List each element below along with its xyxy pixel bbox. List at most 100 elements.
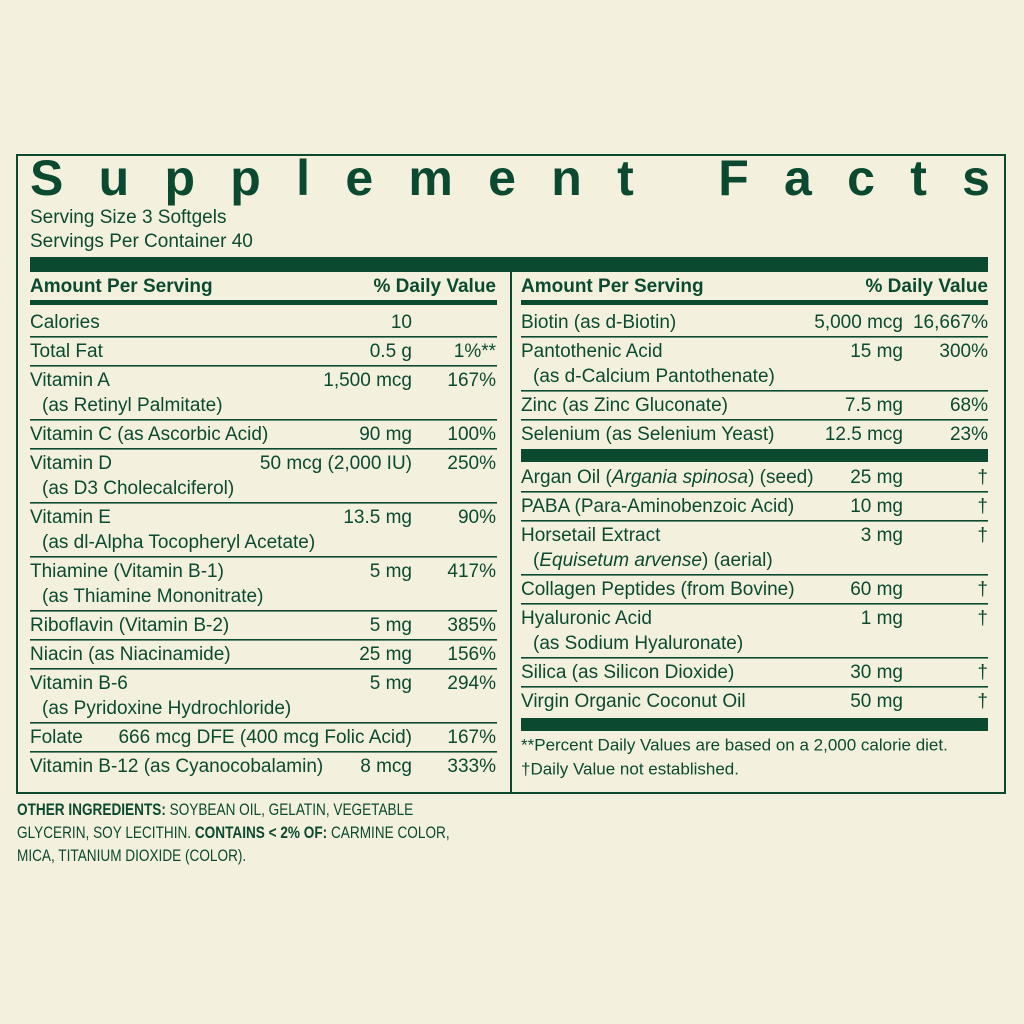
nutrient-source-part: Equisetum arvense <box>539 550 702 571</box>
amount: 5 mg <box>370 673 412 694</box>
row-rule <box>30 502 497 504</box>
amount: 50 mcg (2,000 IU) <box>260 453 412 474</box>
daily-value: 68% <box>950 395 988 416</box>
daily-value: 167% <box>447 727 496 748</box>
footnote: †Daily Value not established. <box>521 759 739 778</box>
servings-per-container: Servings Per Container 40 <box>30 231 253 252</box>
daily-value: 16,667% <box>913 312 988 333</box>
nutrient-name: Silica (as Silicon Dioxide) <box>521 662 734 683</box>
nutrient-name: Virgin Organic Coconut Oil <box>521 691 746 712</box>
amount: 10 mg <box>850 496 903 517</box>
amount: 25 mg <box>850 467 903 488</box>
row-rule <box>30 639 497 641</box>
amount: 90 mg <box>359 424 412 445</box>
row-rule <box>30 419 497 421</box>
row-rule <box>30 336 497 338</box>
amount: 30 mg <box>850 662 903 683</box>
thick-bar <box>521 449 988 462</box>
header-rule <box>521 300 988 305</box>
nutrient-name: Vitamin E <box>30 507 111 528</box>
amount: 0.5 g <box>370 341 412 362</box>
row-rule <box>30 365 497 367</box>
daily-value: 333% <box>447 756 496 777</box>
daily-value: † <box>977 608 988 629</box>
daily-value: 385% <box>447 615 496 636</box>
amount: 3 mg <box>861 525 903 546</box>
nutrient-source: (as Sodium Hyaluronate) <box>533 633 743 654</box>
nutrient-name: Total Fat <box>30 341 104 362</box>
title: Supplement Facts <box>30 150 990 206</box>
nutrient-name-part: ) (seed) <box>748 467 813 488</box>
row-rule <box>521 686 988 688</box>
nutrient-source-part: ) (aerial) <box>702 550 773 571</box>
row-rule <box>30 448 497 450</box>
row-rule <box>521 574 988 576</box>
nutrient-name-part: Argan Oil ( <box>521 467 612 488</box>
nutrient-name: Horsetail Extract <box>521 525 661 546</box>
nutrient-name: Riboflavin (Vitamin B-2) <box>30 615 229 636</box>
daily-value: † <box>977 467 988 488</box>
row-rule <box>521 520 988 522</box>
nutrient-name: Zinc (as Zinc Gluconate) <box>521 395 728 416</box>
row-rule <box>521 390 988 392</box>
daily-value: 23% <box>950 424 988 445</box>
nutrient-name: Vitamin A <box>30 370 110 391</box>
thick-bar <box>30 257 988 272</box>
nutrient-name: Argan Oil (Argania spinosa) (seed) <box>521 467 814 488</box>
nutrient-name: Hyaluronic Acid <box>521 608 652 629</box>
row-rule <box>521 603 988 605</box>
nutrient-name: Collagen Peptides (from Bovine) <box>521 579 795 600</box>
serving-size: Serving Size 3 Softgels <box>30 207 226 228</box>
amount: 50 mg <box>850 691 903 712</box>
ingredients-text: SOYBEAN OIL, GELATIN, VEGETABLE GLYCERIN… <box>17 800 414 842</box>
amount: 5 mg <box>370 561 412 582</box>
daily-value: † <box>977 579 988 600</box>
amount: 5 mg <box>370 615 412 636</box>
other-ingredients: OTHER INGREDIENTS: SOYBEAN OIL, GELATIN,… <box>17 798 479 867</box>
nutrient-source: (as d-Calcium Pantothenate) <box>533 366 775 387</box>
row-rule <box>521 491 988 493</box>
amount: 60 mg <box>850 579 903 600</box>
nutrient-name: Vitamin B-12 (as Cyanocobalamin) <box>30 756 323 777</box>
daily-value: 300% <box>939 341 988 362</box>
daily-value: 156% <box>447 644 496 665</box>
daily-value: 417% <box>447 561 496 582</box>
nutrient-name: Folate <box>30 727 83 748</box>
nutrient-source: (Equisetum arvense) (aerial) <box>533 550 773 571</box>
daily-value: 90% <box>458 507 496 528</box>
column-header: Amount Per Serving <box>30 276 213 297</box>
nutrient-name: Biotin (as d-Biotin) <box>521 312 676 333</box>
ingredients-heading: OTHER INGREDIENTS: <box>17 800 166 819</box>
daily-value: 294% <box>447 673 496 694</box>
nutrient-name: Thiamine (Vitamin B-1) <box>30 561 224 582</box>
row-rule <box>521 419 988 421</box>
daily-value: 250% <box>447 453 496 474</box>
nutrient-name: PABA (Para-Aminobenzoic Acid) <box>521 496 794 517</box>
amount: 15 mg <box>850 341 903 362</box>
daily-value: † <box>977 691 988 712</box>
column-header: % Daily Value <box>373 276 496 297</box>
amount: 5,000 mcg <box>814 312 903 333</box>
row-rule <box>30 668 497 670</box>
amount: 13.5 mg <box>343 507 412 528</box>
nutrient-name: Calories <box>30 312 100 333</box>
column-header: Amount Per Serving <box>521 276 704 297</box>
amount: 25 mg <box>359 644 412 665</box>
column-header: % Daily Value <box>865 276 988 297</box>
nutrient-source: (as dl-Alpha Tocopheryl Acetate) <box>42 532 315 553</box>
amount: 1 mg <box>861 608 903 629</box>
nutrient-source: (as Pyridoxine Hydrochloride) <box>42 698 291 719</box>
row-rule <box>30 722 497 724</box>
daily-value: † <box>977 496 988 517</box>
daily-value: † <box>977 525 988 546</box>
nutrient-name: Selenium (as Selenium Yeast) <box>521 424 774 445</box>
column-divider <box>510 272 512 793</box>
row-rule <box>521 657 988 659</box>
amount: 7.5 mg <box>845 395 903 416</box>
nutrient-name: Vitamin C (as Ascorbic Acid) <box>30 424 268 445</box>
daily-value: 100% <box>447 424 496 445</box>
nutrient-source: (as D3 Cholecalciferol) <box>42 478 234 499</box>
daily-value: † <box>977 662 988 683</box>
